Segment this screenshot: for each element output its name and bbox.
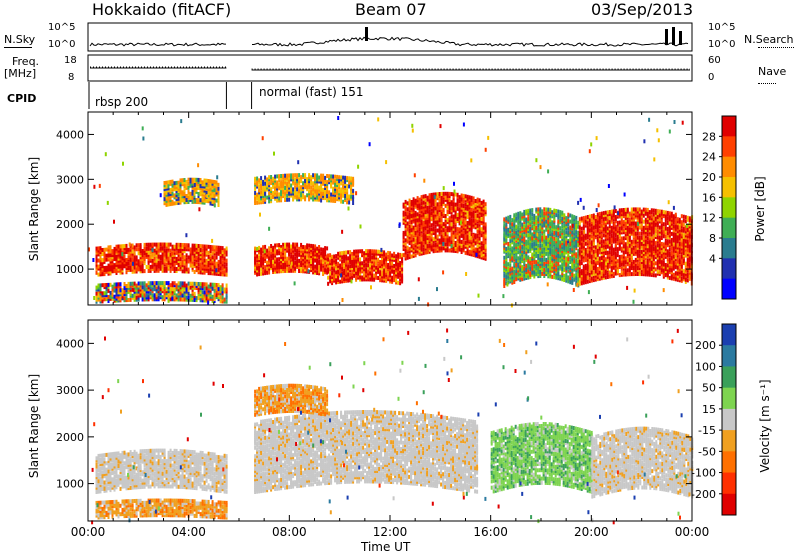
- colorbar-tick-label: 15: [702, 403, 716, 416]
- nave-tick-top: 60: [708, 55, 721, 66]
- y-tick-label: 1000: [56, 263, 84, 276]
- cpid-label: CPID: [7, 92, 37, 105]
- nave-label: Nave: [758, 65, 787, 78]
- x-tick-label: 20:00: [574, 525, 609, 539]
- colorbar-cell: [722, 156, 736, 178]
- colorbar-cell: [722, 408, 736, 431]
- colorbar-cell: [722, 136, 736, 158]
- nsearch-spike: [679, 31, 682, 45]
- colorbar-cell: [722, 278, 736, 300]
- x-tick-label: 04:00: [171, 525, 206, 539]
- y-tick-label: 1000: [56, 478, 84, 491]
- nsearch-tick-bottom: 10^0: [708, 39, 736, 50]
- colorbar-tick-label: 28: [702, 130, 716, 143]
- y-tick-label: 3000: [56, 384, 84, 397]
- nsearch-tick-top: 10^5: [708, 22, 736, 33]
- colorbar-tick-label: -100: [691, 467, 716, 480]
- beam-title: Beam 07: [355, 0, 427, 19]
- colorbar-cell: [722, 258, 736, 280]
- colorbar-cell: [722, 238, 736, 259]
- colorbar-cell: [722, 197, 736, 219]
- x-tick-label: 08:00: [272, 525, 307, 539]
- nsky-panel-frame: [87, 22, 693, 52]
- colorbar-cell: [722, 493, 736, 516]
- colorbar-tick-label: 16: [702, 191, 716, 204]
- x-tick-label: 00:00: [675, 525, 710, 539]
- colorbar-frame: [721, 323, 737, 516]
- y-tick-label: 2000: [56, 218, 84, 231]
- colorbar-cell: [722, 324, 736, 346]
- colorbar-tick-label: 50: [702, 382, 716, 395]
- y-tick-label: 4000: [56, 128, 84, 141]
- y-tick-label: 2000: [56, 431, 84, 444]
- colorbar-tick-label: 24: [702, 151, 716, 164]
- freq-tick-bottom: 8: [68, 72, 75, 83]
- y-tick-label: 4000: [56, 337, 84, 350]
- colorbar-tick-label: -15: [698, 424, 716, 437]
- colorbar-cell: [722, 472, 736, 495]
- nsearch-spike: [665, 29, 668, 45]
- colorbar-tick-label: -200: [691, 488, 716, 501]
- freq-label-1: Freq.: [12, 55, 40, 68]
- xaxis-label: Time UT: [361, 540, 411, 554]
- nsky-trace: [89, 36, 689, 47]
- colorbar-tick-label: 12: [702, 212, 716, 225]
- cpid-segment-2: normal (fast) 151: [259, 85, 364, 99]
- colorbar-cell: [722, 430, 736, 452]
- colorbar-cell: [722, 177, 736, 198]
- x-tick-label: 00:00: [71, 525, 106, 539]
- x-tick-label: 16:00: [473, 525, 508, 539]
- colorbar-cell: [722, 217, 736, 239]
- colorbar-cell: [722, 387, 736, 410]
- colorbar-tick-label: 8: [709, 232, 716, 245]
- colorbar-tick-label: 200: [695, 339, 716, 352]
- nave-trace: [90, 66, 690, 70]
- freq-label-2: [MHz]: [4, 67, 37, 80]
- cpid-panel-frame: [88, 81, 692, 109]
- date-title: 03/Sep/2013: [591, 0, 694, 19]
- colorbar-cell: [722, 116, 736, 137]
- colorbar-frame: [721, 115, 737, 300]
- nsky-tick-bottom: 10^0: [48, 39, 76, 50]
- colorbar-cell: [722, 345, 736, 367]
- nsearch-spike: [672, 27, 675, 45]
- nsearch-label: N.Search: [744, 33, 794, 46]
- colorbar-tick-label: 100: [695, 360, 716, 373]
- nsky-spike: [365, 27, 368, 41]
- colorbar-tick-label: 4: [709, 252, 716, 265]
- station-title: Hokkaido (fitACF): [92, 0, 232, 19]
- colorbar-tick-label: 20: [702, 171, 716, 184]
- velocity-echo-cells: [91, 328, 694, 525]
- y-tick-label: 3000: [56, 173, 84, 186]
- nsearch-legend-line: [758, 47, 794, 48]
- colorbar-cell: [722, 366, 736, 389]
- colorbar-cell: [722, 451, 736, 474]
- freq-panel-frame: [87, 54, 693, 82]
- nsky-label: N.Sky: [4, 33, 36, 46]
- freq-trace: [90, 67, 690, 71]
- nsky-tick-top: 10^5: [48, 22, 76, 33]
- power-echo-cells: [88, 116, 694, 308]
- cpid-segment-1: rbsp 200: [95, 95, 149, 109]
- nave-tick-bottom: 0: [708, 72, 715, 83]
- x-tick-label: 12:00: [373, 525, 408, 539]
- colorbar-tick-label: -50: [698, 445, 716, 458]
- nave-legend-line: [758, 83, 776, 84]
- nsky-legend-line: [4, 47, 32, 48]
- freq-tick-top: 18: [64, 55, 77, 66]
